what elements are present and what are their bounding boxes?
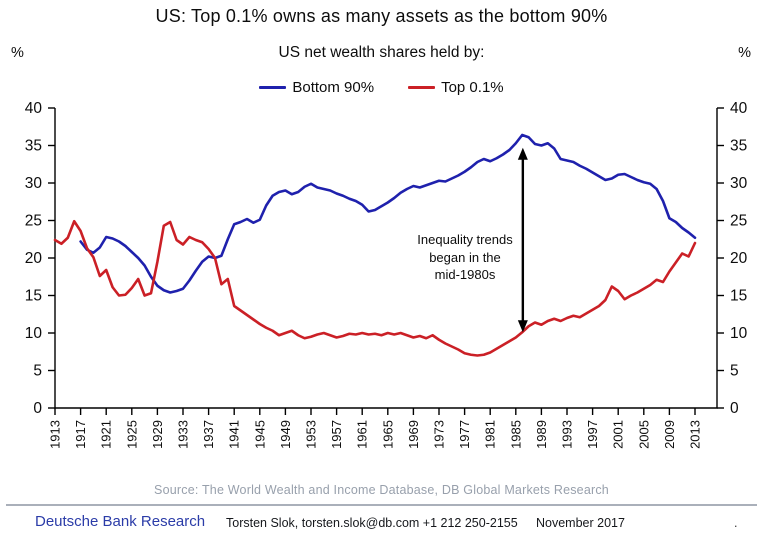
publication-date: November 2017: [536, 516, 625, 530]
y-tick-label-right: 40: [730, 100, 748, 117]
y-tick-label-left: 30: [25, 175, 43, 192]
y-tick-label-left: 10: [25, 325, 43, 342]
x-tick-label: 1941: [227, 420, 242, 449]
x-tick-label: 1937: [201, 420, 216, 449]
x-tick-label: 1993: [560, 420, 575, 449]
legend-item-bottom-90: Bottom 90%: [259, 79, 374, 96]
y-tick-label-left: 35: [25, 138, 42, 155]
y-tick-label-left: 0: [33, 400, 42, 417]
axis-spines: [54, 108, 718, 409]
y-tick-label-left: 25: [25, 213, 42, 230]
x-tick-label: 2013: [688, 420, 703, 449]
y-tick-label-right: 25: [730, 213, 747, 230]
x-tick-label: 1913: [48, 420, 63, 449]
annotation-line-2: began in the: [429, 249, 501, 265]
legend-item-top-01: Top 0.1%: [408, 79, 504, 96]
y-axis-unit-left: %: [11, 45, 24, 61]
y-axis-unit-right: %: [738, 45, 751, 61]
legend-swatch-top-01: [408, 86, 436, 89]
footer: Deutsche Bank Research Torsten Slok, tor…: [0, 512, 763, 536]
legend: Bottom 90% Top 0.1%: [0, 79, 763, 96]
x-tick-label: 1921: [99, 420, 114, 449]
x-tick-label: 1925: [124, 420, 139, 449]
footer-divider: [6, 504, 757, 506]
x-tick-label: 1933: [176, 420, 191, 449]
x-tick-label: 1929: [150, 420, 165, 449]
brand-name: Deutsche Bank Research: [35, 513, 206, 530]
annotation-arrowhead-bottom: [517, 320, 528, 333]
source-note: Source: The World Wealth and Income Data…: [154, 483, 609, 497]
y-tick-label-right: 30: [730, 175, 748, 192]
x-tick-label: 2001: [611, 420, 626, 449]
x-tick-label: 1917: [73, 420, 88, 449]
legend-swatch-bottom-90: [259, 86, 287, 89]
trailing-period: .: [734, 516, 738, 530]
x-tick-label: 1989: [534, 420, 549, 449]
y-tick-label-right: 35: [730, 138, 747, 155]
annotation-line-3: mid-1980s: [434, 267, 496, 283]
chart-title: US: Top 0.1% owns as many assets as the …: [155, 6, 608, 26]
y-tick-label-left: 5: [33, 363, 42, 380]
y-tick-label-right: 10: [730, 325, 748, 342]
x-tick-label: 1985: [508, 420, 523, 449]
x-tick-label: 1965: [380, 420, 395, 449]
x-tick-label: 2009: [662, 420, 677, 449]
x-tick-label: 1945: [252, 420, 267, 449]
y-tick-label-right: 5: [730, 363, 739, 380]
x-tick-label: 1997: [585, 420, 600, 449]
x-tick-label: 1961: [355, 420, 370, 449]
series-line-bottom-90: [79, 133, 697, 294]
y-tick-label-right: 0: [730, 400, 739, 417]
y-tick-label-left: 15: [25, 288, 42, 305]
author-contact: Torsten Slok, torsten.slok@db.com +1 212…: [226, 516, 518, 530]
x-tick-label: 1949: [278, 420, 293, 449]
x-tick-label: 1981: [483, 420, 498, 449]
y-tick-label-left: 20: [25, 250, 43, 267]
annotation-arrowhead-top: [517, 147, 528, 160]
series-line-top-01: [53, 219, 697, 357]
y-tick-label-left: 40: [25, 100, 43, 117]
x-tick-label: 1969: [406, 420, 421, 449]
y-tick-label-right: 15: [730, 288, 747, 305]
x-tick-label: 1953: [304, 420, 319, 449]
x-tick-label: 2005: [636, 420, 651, 449]
y-tick-label-right: 20: [730, 250, 748, 267]
chart-annotation: Inequality trends began in the mid-1980s: [399, 231, 531, 284]
x-tick-label: 1957: [329, 420, 344, 449]
x-tick-label: 1977: [457, 420, 472, 449]
annotation-line-1: Inequality trends: [417, 232, 513, 247]
legend-label-top-01: Top 0.1%: [441, 79, 504, 96]
legend-label-bottom-90: Bottom 90%: [292, 79, 375, 96]
x-tick-label: 1973: [432, 420, 447, 449]
chart-subtitle: US net wealth shares held by:: [278, 44, 485, 61]
